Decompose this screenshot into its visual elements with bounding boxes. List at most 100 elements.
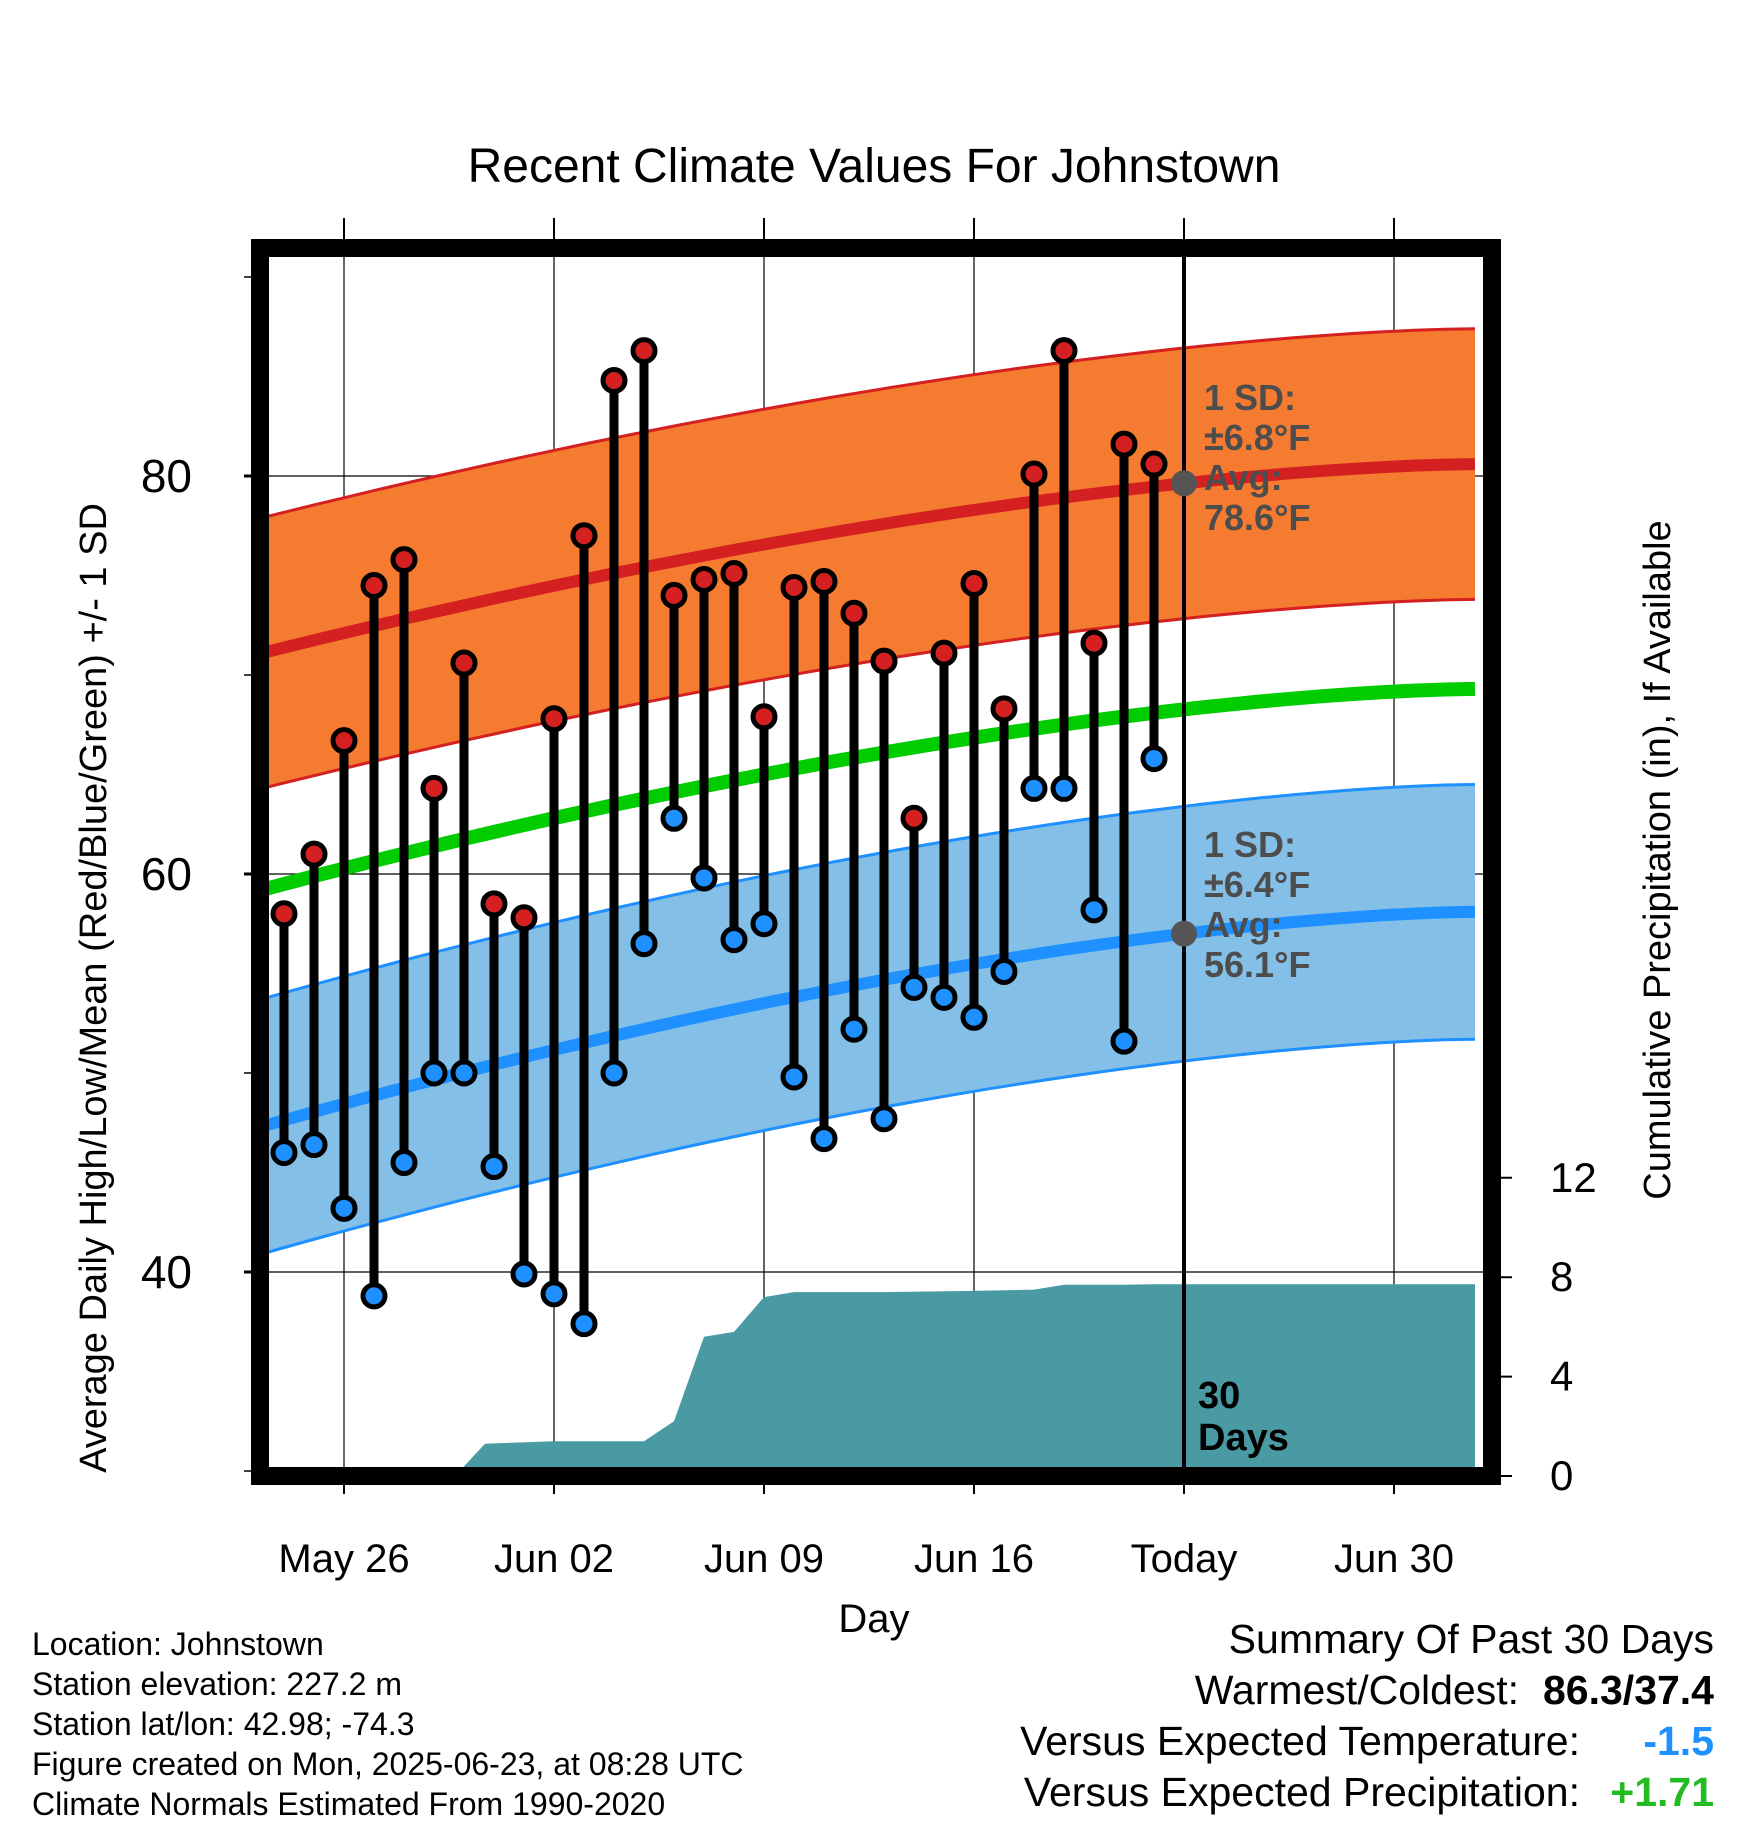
- precip-label: Versus Expected Precipitation:: [1023, 1769, 1580, 1815]
- daily-high-point: [540, 705, 568, 733]
- station-latlon: Station lat/lon: 42.98; -74.3: [32, 1706, 415, 1742]
- daily-high-point: [660, 581, 688, 609]
- station-location: Location: Johnstown: [32, 1626, 324, 1662]
- daily-high-point: [960, 569, 988, 597]
- y2-axis-tick-label: 12: [1550, 1154, 1597, 1201]
- daily-low-point: [1110, 1027, 1138, 1055]
- y-axis-tick-label: 80: [141, 450, 192, 502]
- high-sd-band: [260, 328, 1475, 789]
- today-low-annotation: 1 SD:: [1204, 824, 1296, 865]
- x-axis-tick-label: Today: [1131, 1537, 1238, 1581]
- x-axis-label: Day: [838, 1597, 909, 1641]
- y-axis-label: Average Daily High/Low/Mean (Red/Blue/Gr…: [73, 503, 115, 1473]
- daily-low-point: [540, 1280, 568, 1308]
- normal-mean-line: [260, 681, 1476, 898]
- x-axis-tick-label: Jun 02: [494, 1537, 614, 1581]
- chart-title: Recent Climate Values For Johnstown: [468, 140, 1281, 193]
- daily-high-point: [720, 560, 748, 588]
- daily-low-point: [570, 1310, 598, 1338]
- y-axis-tick-label: 40: [141, 1246, 192, 1298]
- y2-axis-tick-label: 0: [1550, 1452, 1573, 1499]
- daily-low-point: [450, 1059, 478, 1087]
- normals-period: Climate Normals Estimated From 1990-2020: [32, 1786, 666, 1822]
- x-axis-tick-label: Jun 16: [914, 1537, 1034, 1581]
- today-high-annotation: 78.6°F: [1204, 497, 1310, 538]
- daily-low-point: [1140, 745, 1168, 773]
- daily-low-point: [480, 1153, 508, 1181]
- x-axis-tick-label: Jun 09: [704, 1537, 824, 1581]
- daily-low-point: [840, 1015, 868, 1043]
- y-axis-tick-label: 60: [141, 848, 192, 900]
- daily-high-point: [450, 649, 478, 677]
- station-info: Location: Johnstown Station elevation: 2…: [32, 1624, 744, 1824]
- daily-high-point: [390, 546, 418, 574]
- daily-high-point: [300, 840, 328, 868]
- daily-low-point: [900, 973, 928, 1001]
- y2-axis-tick-label: 4: [1550, 1353, 1573, 1400]
- daily-low-point: [1080, 896, 1108, 924]
- precip-value: +1.71: [1610, 1769, 1714, 1815]
- daily-low-point: [600, 1059, 628, 1087]
- high-band-upper-edge: [260, 327, 1476, 520]
- low-band-lower-edge: [260, 1037, 1476, 1256]
- y2-axis-label: Cumulative Precipitation (in), If Availa…: [1637, 520, 1679, 1199]
- x-axis-tick-label: Jun 30: [1334, 1537, 1454, 1581]
- daily-high-point: [1110, 430, 1138, 458]
- normal-high-line: [260, 458, 1476, 660]
- today-low-annotation: ±6.4°F: [1204, 864, 1310, 905]
- today-normal-low-marker: [1171, 920, 1197, 947]
- daily-high-point: [360, 571, 388, 599]
- daily-low-point: [510, 1260, 538, 1288]
- daily-high-point: [420, 774, 448, 802]
- daily-low-point: [300, 1131, 328, 1159]
- daily-high-point: [1080, 629, 1108, 657]
- daily-high-point: [840, 599, 868, 627]
- daily-low-point: [630, 930, 658, 958]
- daily-high-point: [1020, 460, 1048, 488]
- daily-high-point: [810, 567, 838, 595]
- figure-created: Figure created on Mon, 2025-06-23, at 08…: [32, 1746, 744, 1782]
- daily-low-point: [870, 1105, 898, 1133]
- today-high-annotation: ±6.8°F: [1204, 417, 1310, 458]
- y2-axis-tick-label: 8: [1550, 1253, 1573, 1300]
- daily-high-point: [900, 804, 928, 832]
- daily-high-point: [1050, 337, 1078, 365]
- daily-high-point: [690, 565, 718, 593]
- daily-high-point: [1140, 450, 1168, 478]
- low-sd-band: [260, 784, 1475, 1255]
- daily-high-point: [270, 900, 298, 928]
- daily-high-point: [870, 647, 898, 675]
- temp-value: -1.5: [1643, 1718, 1714, 1764]
- summary-warm-cold: Warmest/Coldest: 86.3/37.4: [1020, 1665, 1714, 1716]
- plot-frame: [251, 239, 1501, 1485]
- daily-high-point: [510, 904, 538, 932]
- summary-temp: Versus Expected Temperature: -1.5: [1020, 1716, 1714, 1767]
- daily-high-point: [600, 366, 628, 394]
- cumulative-precip-area: [455, 1284, 1475, 1476]
- daily-low-point: [930, 983, 958, 1011]
- daily-low-point: [420, 1059, 448, 1087]
- today-high-annotation: 1 SD:: [1204, 377, 1296, 418]
- today-30-days-label: 30: [1198, 1375, 1240, 1417]
- daily-high-point: [930, 639, 958, 667]
- summary-precip: Versus Expected Precipitation: +1.71: [1020, 1767, 1714, 1818]
- daily-low-point: [330, 1194, 358, 1222]
- low-band-upper-edge: [260, 783, 1476, 1002]
- daily-high-point: [330, 727, 358, 755]
- daily-low-point: [1020, 774, 1048, 802]
- daily-low-point: [1050, 774, 1078, 802]
- daily-high-point: [480, 890, 508, 918]
- daily-low-point: [810, 1125, 838, 1153]
- daily-low-point: [960, 1003, 988, 1031]
- station-elevation: Station elevation: 227.2 m: [32, 1666, 403, 1702]
- daily-low-point: [360, 1282, 388, 1310]
- warm-cold-label: Warmest/Coldest:: [1194, 1667, 1519, 1713]
- daily-low-point: [990, 958, 1018, 986]
- daily-low-point: [390, 1149, 418, 1177]
- today-low-annotation: Avg:: [1204, 904, 1283, 945]
- daily-high-point: [750, 703, 778, 731]
- daily-low-point: [720, 926, 748, 954]
- daily-low-point: [660, 804, 688, 832]
- today-high-annotation: Avg:: [1204, 457, 1283, 498]
